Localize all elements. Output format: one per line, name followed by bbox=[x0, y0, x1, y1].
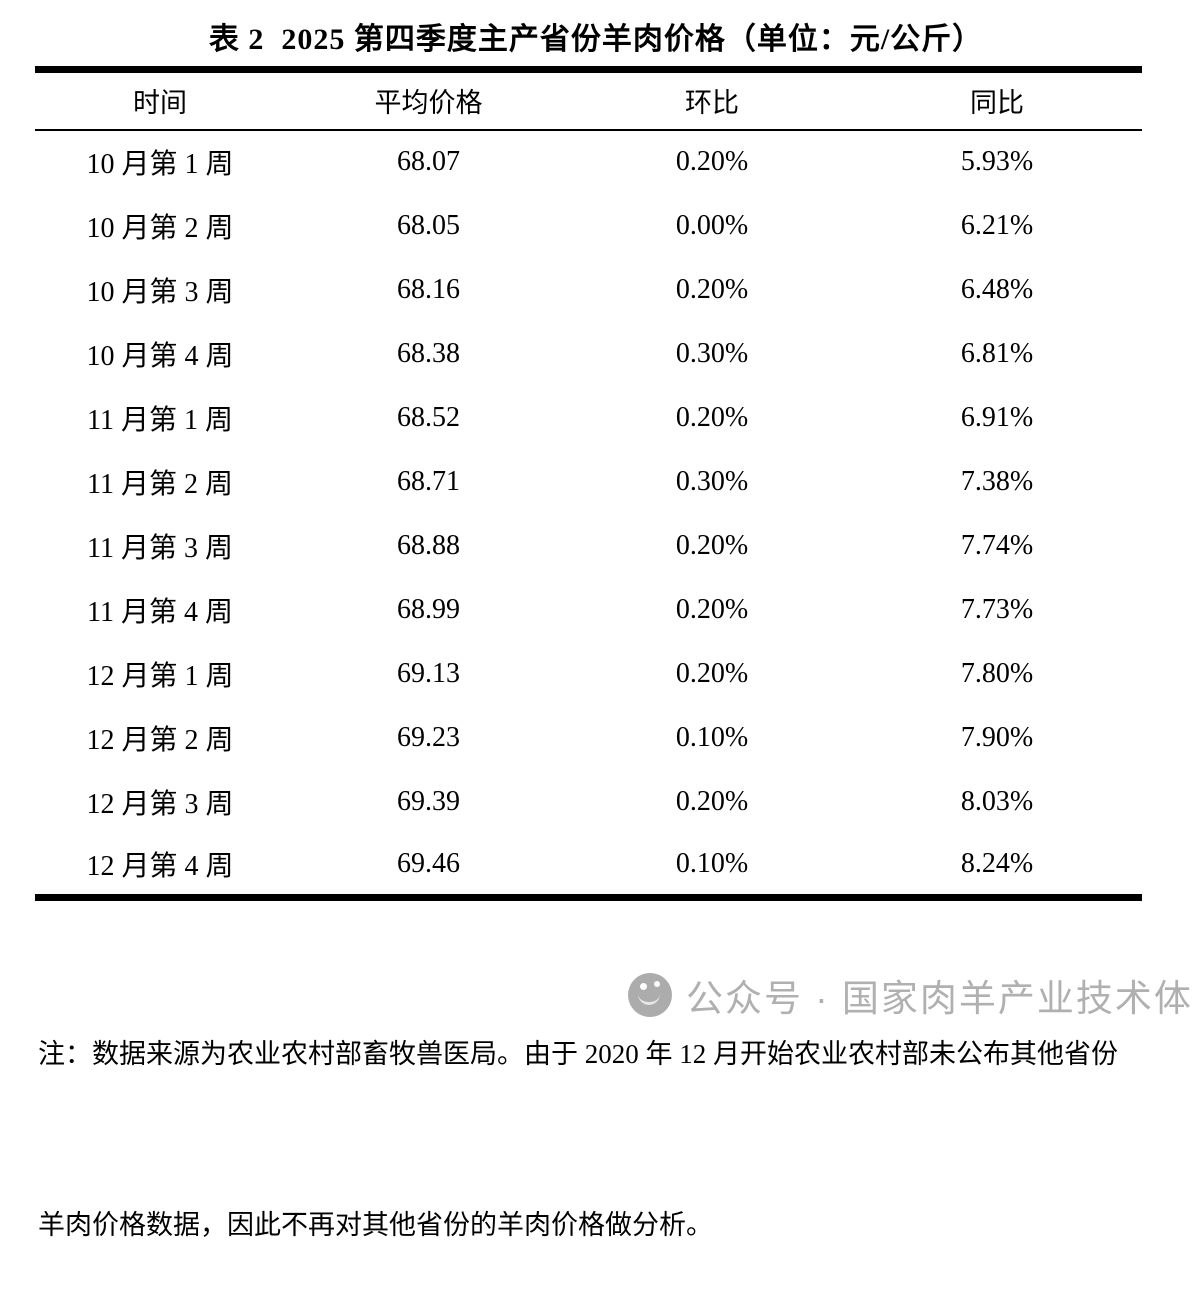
table-body: 10 月第 1 周 68.07 0.20% 5.93% 10 月第 2 周 68.05 0.… bbox=[35, 130, 1142, 898]
cell-yoy: 6.81% bbox=[960, 337, 1034, 369]
cell-mom: 0.10% bbox=[675, 847, 749, 879]
cell-avg-price: 68.05 bbox=[397, 209, 460, 241]
cell-time: 11 月第 1 周 bbox=[87, 404, 233, 436]
column-header-avg-price: 平均价格 bbox=[285, 69, 572, 131]
cell-mom: 0.00% bbox=[675, 209, 749, 241]
cell-avg-price: 68.71 bbox=[397, 465, 460, 497]
column-header-yoy: 同比 bbox=[852, 69, 1142, 131]
cell-avg-price: 68.38 bbox=[397, 337, 460, 369]
wechat-official-account-icon bbox=[628, 973, 672, 1017]
cell-yoy: 7.80% bbox=[960, 657, 1034, 689]
cell-mom: 0.20% bbox=[675, 146, 749, 177]
cell-avg-price: 68.99 bbox=[397, 593, 460, 625]
table-row: 11 月第 2 周 68.71 0.30% 7.38% bbox=[35, 450, 1142, 514]
table-row: 10 月第 4 周 68.38 0.30% 6.81% bbox=[35, 322, 1142, 386]
footnote-line-1: 注：数据来源为农业农村部畜牧兽医局。由于 2020 年 12 月开始农业农村部未… bbox=[38, 1039, 1118, 1069]
icon-eye-left bbox=[640, 983, 647, 990]
cell-mom: 0.20% bbox=[675, 785, 749, 817]
cell-avg-price: 68.52 bbox=[397, 401, 460, 433]
cell-yoy: 6.91% bbox=[960, 401, 1034, 433]
table-row: 11 月第 3 周 68.88 0.20% 7.74% bbox=[35, 514, 1142, 578]
cell-mom: 0.20% bbox=[675, 657, 749, 689]
table-row: 12 月第 4 周 69.46 0.10% 8.24% bbox=[35, 834, 1142, 898]
cell-avg-price: 69.13 bbox=[397, 657, 460, 689]
table-row: 12 月第 1 周 69.13 0.20% 7.80% bbox=[35, 642, 1142, 706]
footnote-line-2: 羊肉价格数据，因此不再对其他省份的羊肉价格做分析。 bbox=[38, 1210, 713, 1240]
cell-time: 12 月第 4 周 bbox=[86, 850, 234, 882]
table-row: 11 月第 4 周 68.99 0.20% 7.73% bbox=[35, 578, 1142, 642]
cell-mom: 0.30% bbox=[675, 465, 749, 497]
cell-avg-price: 69.39 bbox=[397, 785, 460, 817]
cell-yoy: 7.38% bbox=[960, 465, 1034, 497]
cell-time: 12 月第 2 周 bbox=[86, 724, 234, 756]
cell-mom: 0.20% bbox=[675, 529, 749, 561]
column-header-time: 时间 bbox=[35, 69, 285, 131]
watermark: 公众号 · 国家肉羊产业技术体系 bbox=[628, 968, 1192, 1022]
cell-time: 12 月第 3 周 bbox=[86, 788, 234, 820]
cell-avg-price: 68.07 bbox=[397, 146, 460, 177]
cell-mom: 0.10% bbox=[675, 721, 749, 753]
table-row: 10 月第 1 周 68.07 0.20% 5.93% bbox=[35, 130, 1142, 194]
cell-mom: 0.30% bbox=[675, 337, 749, 369]
cell-yoy: 7.74% bbox=[960, 529, 1034, 561]
cell-time: 11 月第 3 周 bbox=[87, 532, 233, 564]
cell-yoy: 8.24% bbox=[960, 847, 1034, 879]
cell-avg-price: 69.46 bbox=[397, 847, 460, 879]
cell-time: 10 月第 3 周 bbox=[86, 276, 234, 308]
cell-mom: 0.20% bbox=[675, 593, 749, 625]
cell-avg-price: 68.16 bbox=[397, 273, 460, 305]
cell-time: 12 月第 1 周 bbox=[86, 660, 234, 692]
table-row: 12 月第 3 周 69.39 0.20% 8.03% bbox=[35, 770, 1142, 834]
cell-yoy: 6.48% bbox=[960, 273, 1034, 305]
table-row: 10 月第 3 周 68.16 0.20% 6.48% bbox=[35, 258, 1142, 322]
watermark-text: 公众号 · 国家肉羊产业技术体系 bbox=[686, 978, 1192, 1019]
cell-mom: 0.20% bbox=[675, 273, 749, 305]
cell-mom: 0.20% bbox=[675, 401, 749, 433]
cell-yoy: 5.93% bbox=[960, 146, 1034, 177]
cell-yoy: 7.90% bbox=[960, 721, 1034, 753]
icon-mouth bbox=[638, 991, 660, 1005]
cell-avg-price: 69.23 bbox=[397, 721, 460, 753]
table-row: 10 月第 2 周 68.05 0.00% 6.21% bbox=[35, 194, 1142, 258]
footnote: 注：数据来源为农业农村部畜牧兽医局。由于 2020 年 12 月开始农业农村部未… bbox=[38, 912, 1163, 1311]
price-table: 时间 平均价格 环比 同比 10 月第 1 周 68.07 0.20% 5.93% 10… bbox=[35, 66, 1142, 901]
icon-eye-right bbox=[654, 981, 660, 987]
cell-yoy: 6.21% bbox=[960, 209, 1034, 241]
cell-avg-price: 68.88 bbox=[397, 529, 460, 561]
cell-time: 11 月第 4 周 bbox=[87, 596, 233, 628]
cell-yoy: 8.03% bbox=[960, 785, 1034, 817]
cell-time: 10 月第 2 周 bbox=[86, 212, 234, 244]
column-header-mom: 环比 bbox=[572, 69, 852, 131]
cell-yoy: 7.73% bbox=[960, 593, 1034, 625]
cell-time: 10 月第 1 周 bbox=[86, 149, 234, 180]
table-header: 时间 平均价格 环比 同比 bbox=[35, 69, 1142, 131]
cell-time: 11 月第 2 周 bbox=[87, 468, 233, 500]
header-row: 时间 平均价格 环比 同比 bbox=[35, 69, 1142, 131]
table-row: 12 月第 2 周 69.23 0.10% 7.90% bbox=[35, 706, 1142, 770]
table-row: 11 月第 1 周 68.52 0.20% 6.91% bbox=[35, 386, 1142, 450]
cell-time: 10 月第 4 周 bbox=[86, 340, 234, 372]
table-title: 表 2 2025 第四季度主产省份羊肉价格（单位：元/公斤） bbox=[208, 23, 984, 56]
